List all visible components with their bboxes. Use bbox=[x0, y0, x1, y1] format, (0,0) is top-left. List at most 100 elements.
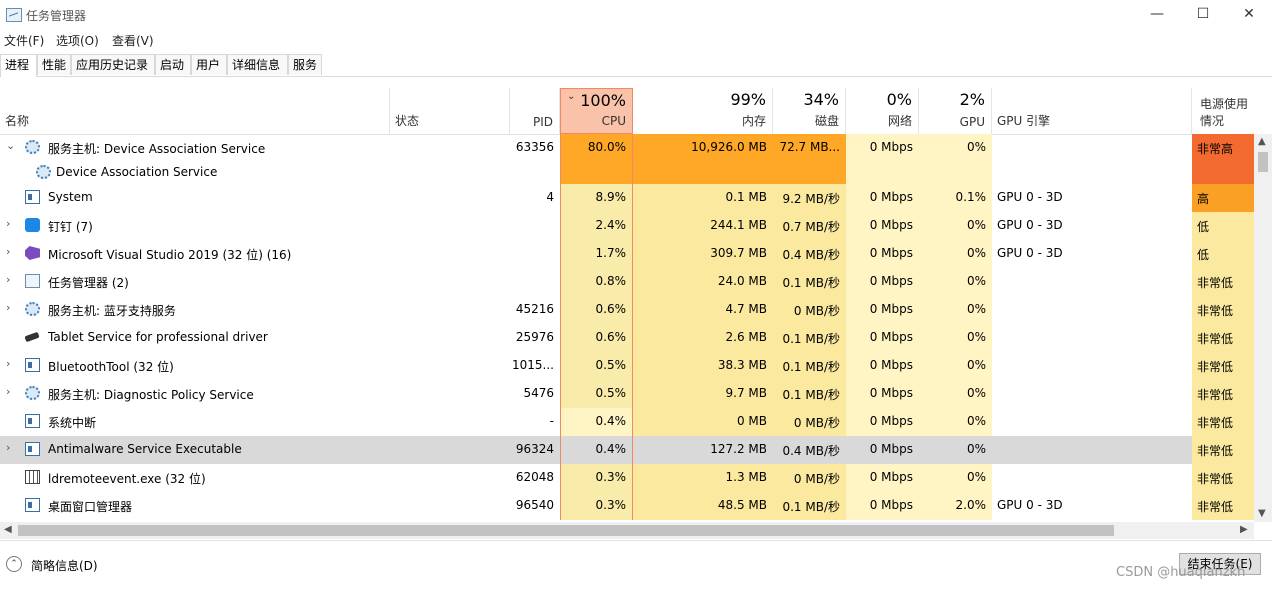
vertical-scrollbar[interactable]: ▲ ▼ bbox=[1254, 134, 1272, 522]
cell-disk: 0.4 MB/秒 bbox=[773, 436, 846, 464]
engine-value: GPU 0 - 3D bbox=[997, 190, 1063, 204]
table-row[interactable]: › 服务主机: 蓝牙支持服务 45216 0.6% 4.7 MB 0 MB/秒 0 Mbps… bbox=[0, 296, 1254, 324]
cell-gpu: 0% bbox=[919, 240, 992, 268]
expander-icon[interactable]: › bbox=[6, 385, 11, 398]
end-task-button[interactable]: 结束任务(E) bbox=[1179, 553, 1261, 575]
col-power[interactable]: 电源使用情况 bbox=[1200, 97, 1249, 128]
cell-engine bbox=[992, 324, 1192, 352]
table-row[interactable]: › 钉钉 (7) 2.4% 244.1 MB 0.7 MB/秒 0 Mbps 0% GPU 0… bbox=[0, 212, 1254, 240]
cell-net: 0 Mbps bbox=[846, 184, 919, 212]
col-status[interactable]: 状态 bbox=[390, 88, 510, 134]
power-value: 非常高 bbox=[1197, 142, 1234, 156]
footer: ⌃ 简略信息(D) 结束任务(E) bbox=[0, 540, 1272, 591]
cell-pid: 5476 bbox=[510, 380, 560, 408]
cell-mem: 48.5 MB bbox=[633, 492, 773, 520]
disk-value: 72.7 MB... bbox=[779, 140, 840, 154]
tab-services[interactable]: 服务 bbox=[288, 54, 322, 75]
col-cpu[interactable]: ⌄ 100% CPU bbox=[560, 88, 633, 134]
mem-value: 48.5 MB bbox=[717, 498, 767, 512]
table-row[interactable]: Tablet Service for professional driver 25… bbox=[0, 324, 1254, 352]
scroll-up-icon[interactable]: ▲ bbox=[1258, 136, 1266, 147]
horizontal-scrollbar[interactable]: ◀ ▶ bbox=[0, 522, 1254, 539]
disk-value: 0.4 MB/秒 bbox=[782, 248, 840, 262]
mem-value: 0 MB bbox=[736, 414, 767, 428]
cell-disk: 0.1 MB/秒 bbox=[773, 352, 846, 380]
table-row[interactable]: 系统中断 - 0.4% 0 MB 0 MB/秒 0 Mbps 0% 非常低 bbox=[0, 408, 1254, 436]
table-row[interactable]: ldremoteevent.exe (32 位) 62048 0.3% 1.3 MB 0… bbox=[0, 464, 1254, 492]
col-gpu-engine[interactable]: GPU 引擎 bbox=[992, 88, 1192, 134]
table-row[interactable]: › Microsoft Visual Studio 2019 (32 位) (16… bbox=[0, 240, 1254, 268]
cell-net: 0 Mbps bbox=[846, 492, 919, 520]
cpu-value: 0.5% bbox=[595, 386, 627, 400]
cell-pid: - bbox=[510, 408, 560, 436]
cell-mem: 0 MB bbox=[633, 408, 773, 436]
col-pid[interactable]: PID bbox=[510, 88, 560, 134]
expander-icon[interactable]: ⌄ bbox=[6, 139, 16, 152]
pen-icon bbox=[24, 331, 40, 343]
pid-value: 1015... bbox=[512, 358, 554, 372]
col-gpu[interactable]: 2% GPU bbox=[919, 88, 992, 134]
gpu-value: 0% bbox=[966, 470, 986, 484]
scroll-down-icon[interactable]: ▼ bbox=[1258, 508, 1266, 519]
tab-users[interactable]: 用户 bbox=[191, 54, 227, 75]
expander-icon[interactable]: › bbox=[6, 441, 11, 454]
maximize-button[interactable]: ☐ bbox=[1196, 6, 1210, 22]
tab-processes[interactable]: 进程 bbox=[0, 54, 37, 77]
power-value: 非常低 bbox=[1197, 472, 1234, 486]
pid-value: 62048 bbox=[515, 470, 554, 484]
cpu-value: 0.3% bbox=[595, 470, 627, 484]
scroll-left-icon[interactable]: ◀ bbox=[4, 524, 12, 535]
window-icon bbox=[25, 442, 40, 456]
cell-net: 0 Mbps bbox=[846, 408, 919, 436]
vertical-scroll-thumb[interactable] bbox=[1258, 152, 1268, 172]
engine-value: GPU 0 - 3D bbox=[997, 218, 1063, 232]
table-row[interactable]: 桌面窗口管理器 96540 0.3% 48.5 MB 0.1 MB/秒 0 Mbps 2.0… bbox=[0, 492, 1254, 520]
tab-details[interactable]: 详细信息 bbox=[227, 54, 288, 75]
gpu-value: 0% bbox=[966, 386, 986, 400]
col-disk[interactable]: 34% 磁盘 bbox=[773, 88, 846, 134]
cpu-value: 8.9% bbox=[595, 190, 627, 204]
col-memory[interactable]: 99% 内存 bbox=[633, 88, 773, 134]
pid-value: 25976 bbox=[515, 330, 554, 344]
table-row[interactable]: ⌄ 服务主机: Device Association Service Device … bbox=[0, 134, 1254, 184]
collapse-icon[interactable]: ⌃ bbox=[6, 556, 22, 572]
horizontal-scroll-thumb[interactable] bbox=[18, 525, 1114, 536]
minimize-button[interactable]: — bbox=[1150, 6, 1164, 22]
scroll-right-icon[interactable]: ▶ bbox=[1240, 524, 1248, 535]
power-value: 非常低 bbox=[1197, 276, 1234, 290]
table-row[interactable]: System 4 8.9% 0.1 MB 9.2 MB/秒 0 Mbps 0.1% GPU 0… bbox=[0, 184, 1254, 212]
power-value: 非常低 bbox=[1197, 388, 1234, 402]
menu-view[interactable]: 查看(V) bbox=[112, 34, 154, 48]
tab-startup[interactable]: 启动 bbox=[155, 54, 191, 75]
tab-performance[interactable]: 性能 bbox=[37, 54, 71, 75]
menu-file[interactable]: 文件(F) bbox=[4, 34, 45, 48]
cell-disk: 0.1 MB/秒 bbox=[773, 380, 846, 408]
expander-icon[interactable]: › bbox=[6, 245, 11, 258]
table-row[interactable]: › 任务管理器 (2) 0.8% 24.0 MB 0.1 MB/秒 0 Mbps 0% 非常低 bbox=[0, 268, 1254, 296]
cpu-value: 0.8% bbox=[595, 274, 627, 288]
net-value: 0 Mbps bbox=[869, 414, 913, 428]
cell-net: 0 Mbps bbox=[846, 212, 919, 240]
cell-power: 非常高 bbox=[1192, 134, 1254, 184]
col-name[interactable]: 名称 bbox=[0, 88, 390, 134]
pid-value: 96540 bbox=[515, 498, 554, 512]
mem-value: 38.3 MB bbox=[717, 358, 767, 372]
cell-mem: 1.3 MB bbox=[633, 464, 773, 492]
power-value: 非常低 bbox=[1197, 360, 1234, 374]
table-row[interactable]: › 服务主机: Diagnostic Policy Service 5476 0.5%… bbox=[0, 380, 1254, 408]
pid-value: 5476 bbox=[523, 386, 554, 400]
tab-app-history[interactable]: 应用历史记录 bbox=[71, 54, 155, 75]
expander-icon[interactable]: › bbox=[6, 273, 11, 286]
cell-cpu: 0.4% bbox=[560, 436, 633, 464]
table-row[interactable]: › Antimalware Service Executable 96324 0.4%… bbox=[0, 436, 1254, 464]
sort-desc-icon: ⌄ bbox=[567, 91, 576, 102]
cell-net: 0 Mbps bbox=[846, 380, 919, 408]
expander-icon[interactable]: › bbox=[6, 357, 11, 370]
fewer-details-link[interactable]: 简略信息(D) bbox=[31, 559, 98, 573]
close-button[interactable]: ✕ bbox=[1243, 6, 1255, 22]
menu-options[interactable]: 选项(O) bbox=[56, 34, 99, 48]
col-network[interactable]: 0% 网络 bbox=[846, 88, 919, 134]
table-row[interactable]: › BluetoothTool (32 位) 1015... 0.5% 38.3 MB 0… bbox=[0, 352, 1254, 380]
expander-icon[interactable]: › bbox=[6, 301, 11, 314]
expander-icon[interactable]: › bbox=[6, 217, 11, 230]
